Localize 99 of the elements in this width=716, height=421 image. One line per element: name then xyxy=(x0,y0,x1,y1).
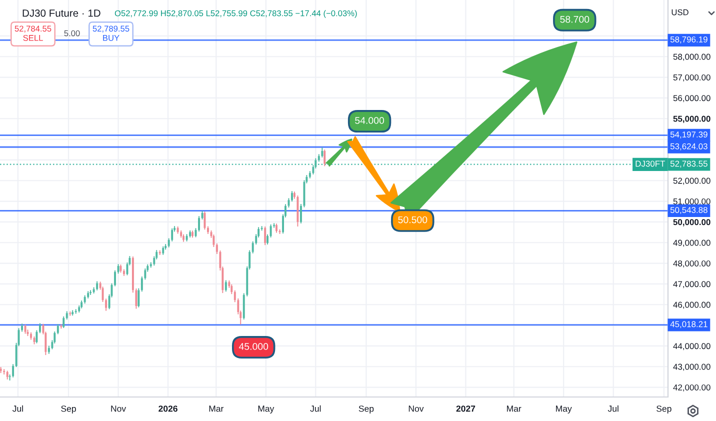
y-axis-title: USD xyxy=(672,9,688,16)
ref-line-label: 52,783.55 xyxy=(670,160,708,168)
candlestick xyxy=(164,244,167,250)
candlestick xyxy=(12,364,14,378)
candlestick xyxy=(182,234,184,242)
candlestick xyxy=(120,264,122,274)
y-tick-label: 44,000.00 xyxy=(673,343,710,350)
candlestick xyxy=(321,147,324,158)
candlestick xyxy=(308,170,311,179)
text: O52,772.99 H52,870.05 L52,755.99 C52,783.55 −17.44 (−0.03%) xyxy=(114,10,357,18)
candlestick xyxy=(87,290,90,299)
candlestick xyxy=(296,195,299,227)
x-tick-label: Sep xyxy=(61,406,76,414)
candlestick xyxy=(189,230,192,238)
candlestick xyxy=(204,211,206,230)
candlestick xyxy=(228,280,230,288)
candlestick xyxy=(270,224,272,238)
candlestick xyxy=(266,234,269,245)
annotation: 45.000 xyxy=(238,343,268,350)
candlestick xyxy=(318,154,320,162)
candlestick xyxy=(171,228,174,242)
candlestick xyxy=(201,210,204,220)
x-tick-label: Jul xyxy=(12,405,23,412)
x-tick-label: Nov xyxy=(408,406,424,412)
candlestick xyxy=(3,368,6,375)
candlestick xyxy=(54,331,56,344)
y-tick-label: 43,000.00 xyxy=(673,364,710,371)
y-tick-label: 47,000.00 xyxy=(673,281,710,288)
x-tick-label: 2026 xyxy=(158,406,178,412)
candlestick xyxy=(291,190,293,202)
candlestick xyxy=(212,234,215,248)
annotation: 50.500 xyxy=(398,216,428,224)
candlestick xyxy=(162,246,164,256)
y-tick-label: 46,000.00 xyxy=(673,302,710,309)
x-tick-label: Sep xyxy=(656,406,672,414)
x-tick-label: Jul xyxy=(608,405,618,412)
candlestick xyxy=(80,300,83,309)
candlestick xyxy=(72,310,74,316)
x-tick-label: Sep xyxy=(358,406,374,414)
y-tick-label: 51,000.00 xyxy=(673,198,710,206)
candlestick xyxy=(186,234,188,242)
x-tick-label: Mar xyxy=(209,406,224,412)
y-tick-label: 57,000.00 xyxy=(673,74,710,82)
ref-line-label: 45,018.21 xyxy=(670,321,708,328)
candlestick xyxy=(180,230,182,238)
candlestick xyxy=(78,304,80,313)
candlestick xyxy=(122,268,125,276)
candlestick xyxy=(0,366,2,374)
x-tick-label: 2027 xyxy=(456,406,476,412)
annotation: DJ30FT xyxy=(636,160,666,167)
candlestick xyxy=(69,310,72,316)
candlestick xyxy=(90,290,92,296)
y-tick-label: 42,000.00 xyxy=(673,384,710,392)
annotation: 52,784.55 SELL xyxy=(14,26,52,41)
y-tick-label: 52,000.00 xyxy=(673,178,710,185)
annotation: 58.700 xyxy=(560,16,590,23)
candlestick xyxy=(300,203,302,224)
x-tick-label: May xyxy=(556,406,572,414)
candlestick xyxy=(105,298,108,312)
annotation: 52,789.55 BUY xyxy=(92,26,130,41)
candlestick xyxy=(176,226,179,234)
candlestick xyxy=(30,332,32,340)
y-tick-label: 58,000.00 xyxy=(673,54,710,61)
y-tick-label: 55,000.00 xyxy=(673,116,710,124)
ref-line-label: 50,543.88 xyxy=(670,206,708,214)
candlestick xyxy=(21,323,23,332)
text: DJ30 Future · 1D xyxy=(22,9,100,17)
candlestick xyxy=(48,345,50,354)
y-tick-label: 49,000.00 xyxy=(673,240,710,247)
x-tick-label: Mar xyxy=(507,406,522,412)
annotation: 54.000 xyxy=(355,117,384,124)
candlestick xyxy=(276,223,278,234)
candlestick xyxy=(230,284,233,295)
candlestick xyxy=(62,316,65,328)
candlestick xyxy=(156,250,158,260)
x-tick-label: Jul xyxy=(310,405,321,412)
candlestick xyxy=(74,308,77,314)
candlestick xyxy=(260,226,263,232)
candlestick xyxy=(158,250,161,256)
candlestick xyxy=(153,256,156,266)
candlestick xyxy=(24,324,26,334)
candlestick xyxy=(36,330,38,344)
candlestick xyxy=(192,230,194,238)
candlestick xyxy=(224,280,227,292)
x-tick-label: May xyxy=(258,406,274,414)
x-tick-label: Nov xyxy=(111,406,126,412)
candlestick xyxy=(198,216,200,232)
candlestick xyxy=(264,226,266,246)
ref-line-label: 53,624.03 xyxy=(670,143,708,150)
y-tick-label: 48,000.00 xyxy=(673,260,710,268)
ref-line-label: 54,197.39 xyxy=(670,131,708,138)
y-tick-label: 56,000.00 xyxy=(673,95,710,102)
y-tick-label: 50,000.00 xyxy=(673,219,710,226)
candlestick xyxy=(207,226,209,234)
ref-line-label: 58,796.19 xyxy=(670,36,708,44)
candlestick xyxy=(60,324,62,330)
candlestick xyxy=(84,294,86,304)
annotation: 5.00 xyxy=(64,30,80,36)
candlestick xyxy=(66,310,68,320)
